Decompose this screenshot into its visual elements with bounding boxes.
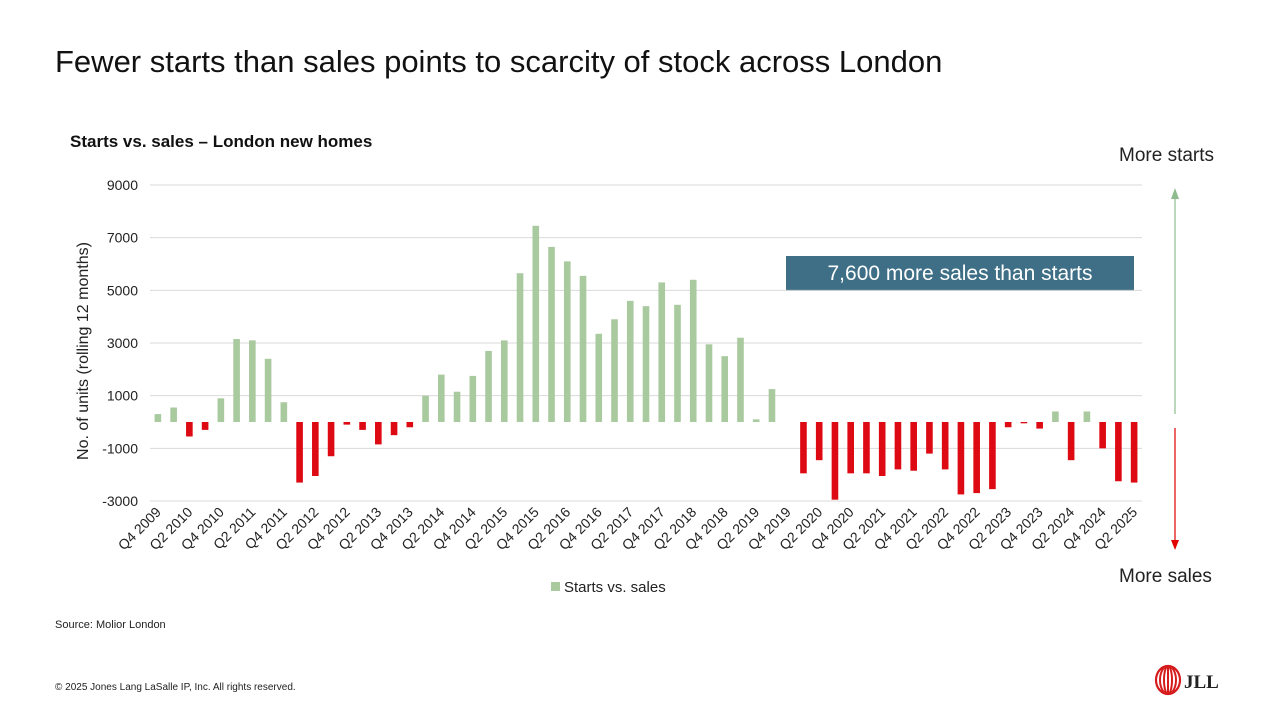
bar xyxy=(327,422,335,457)
copyright-note: © 2025 Jones Lang LaSalle IP, Inc. All r… xyxy=(55,682,296,693)
bar xyxy=(296,422,303,483)
bar xyxy=(217,398,225,422)
y-tick-label: 9000 xyxy=(107,177,138,193)
bar xyxy=(642,306,650,422)
bar xyxy=(1036,422,1043,429)
bar xyxy=(343,422,351,425)
bar xyxy=(926,422,933,454)
bar xyxy=(1020,422,1028,424)
bar xyxy=(973,422,980,494)
bar xyxy=(1115,422,1122,482)
bar xyxy=(375,422,382,445)
bar xyxy=(1067,422,1075,461)
jll-logo-text: JLL xyxy=(1184,672,1219,693)
bar xyxy=(249,340,256,422)
bar xyxy=(705,344,713,422)
bar xyxy=(437,374,445,422)
legend-label: Starts vs. sales xyxy=(564,579,666,596)
bar xyxy=(721,356,729,422)
bar xyxy=(1083,411,1091,422)
bar xyxy=(579,275,587,422)
bar xyxy=(453,391,461,422)
more-sales-label: More sales xyxy=(1119,566,1212,587)
bar xyxy=(548,246,555,422)
bar xyxy=(201,422,209,430)
chart-title: Starts vs. sales – London new homes xyxy=(70,132,373,151)
y-tick-label: -1000 xyxy=(102,440,138,456)
y-axis-label: No. of units (rolling 12 months) xyxy=(75,242,92,460)
y-tick-label: 3000 xyxy=(107,335,138,351)
bar xyxy=(264,358,272,422)
bar xyxy=(941,422,949,470)
jll-logo-mark xyxy=(1154,664,1182,696)
bar xyxy=(469,375,477,422)
bar xyxy=(910,422,917,471)
jll-logo: JLL xyxy=(1154,664,1219,696)
bar xyxy=(422,395,429,422)
bar xyxy=(170,407,177,422)
down-arrow-head xyxy=(1171,540,1179,550)
y-tick-label: 5000 xyxy=(107,282,138,298)
bar xyxy=(406,422,414,428)
bar xyxy=(312,422,319,476)
bar xyxy=(485,350,492,422)
bar xyxy=(516,273,524,422)
bar xyxy=(280,402,288,422)
bar xyxy=(847,422,855,474)
bar xyxy=(233,339,240,422)
bar xyxy=(1004,422,1012,428)
source-note: Source: Molior London xyxy=(55,619,166,631)
bar xyxy=(815,422,823,461)
bar xyxy=(737,337,744,422)
bar xyxy=(154,414,162,422)
bar xyxy=(768,389,776,422)
bar xyxy=(752,419,760,422)
bar xyxy=(878,422,886,476)
slide-title: Fewer starts than sales points to scarci… xyxy=(55,44,943,79)
bar xyxy=(989,422,996,490)
bar xyxy=(611,319,618,422)
bar xyxy=(658,282,666,422)
bar xyxy=(563,261,571,422)
bar xyxy=(186,422,193,437)
y-tick-label: -3000 xyxy=(102,493,138,509)
y-tick-label: 1000 xyxy=(107,388,138,404)
bar xyxy=(1099,422,1106,449)
bar xyxy=(863,422,870,474)
callout-box: 7,600 more sales than starts xyxy=(786,256,1134,291)
bar xyxy=(894,422,902,470)
bar xyxy=(390,422,398,436)
bar xyxy=(532,225,540,422)
bar xyxy=(359,422,366,430)
y-tick-label: 7000 xyxy=(107,230,138,246)
legend-swatch xyxy=(551,582,560,591)
bar xyxy=(1052,411,1059,422)
more-starts-label: More starts xyxy=(1119,145,1215,166)
bar xyxy=(1130,422,1138,483)
bar xyxy=(689,279,697,422)
bar xyxy=(595,333,603,422)
bar xyxy=(674,304,681,422)
bar xyxy=(957,422,965,495)
bar xyxy=(500,340,508,422)
bar xyxy=(626,300,634,422)
bar xyxy=(800,422,807,474)
up-arrow-head xyxy=(1171,188,1179,199)
bar xyxy=(831,422,839,500)
